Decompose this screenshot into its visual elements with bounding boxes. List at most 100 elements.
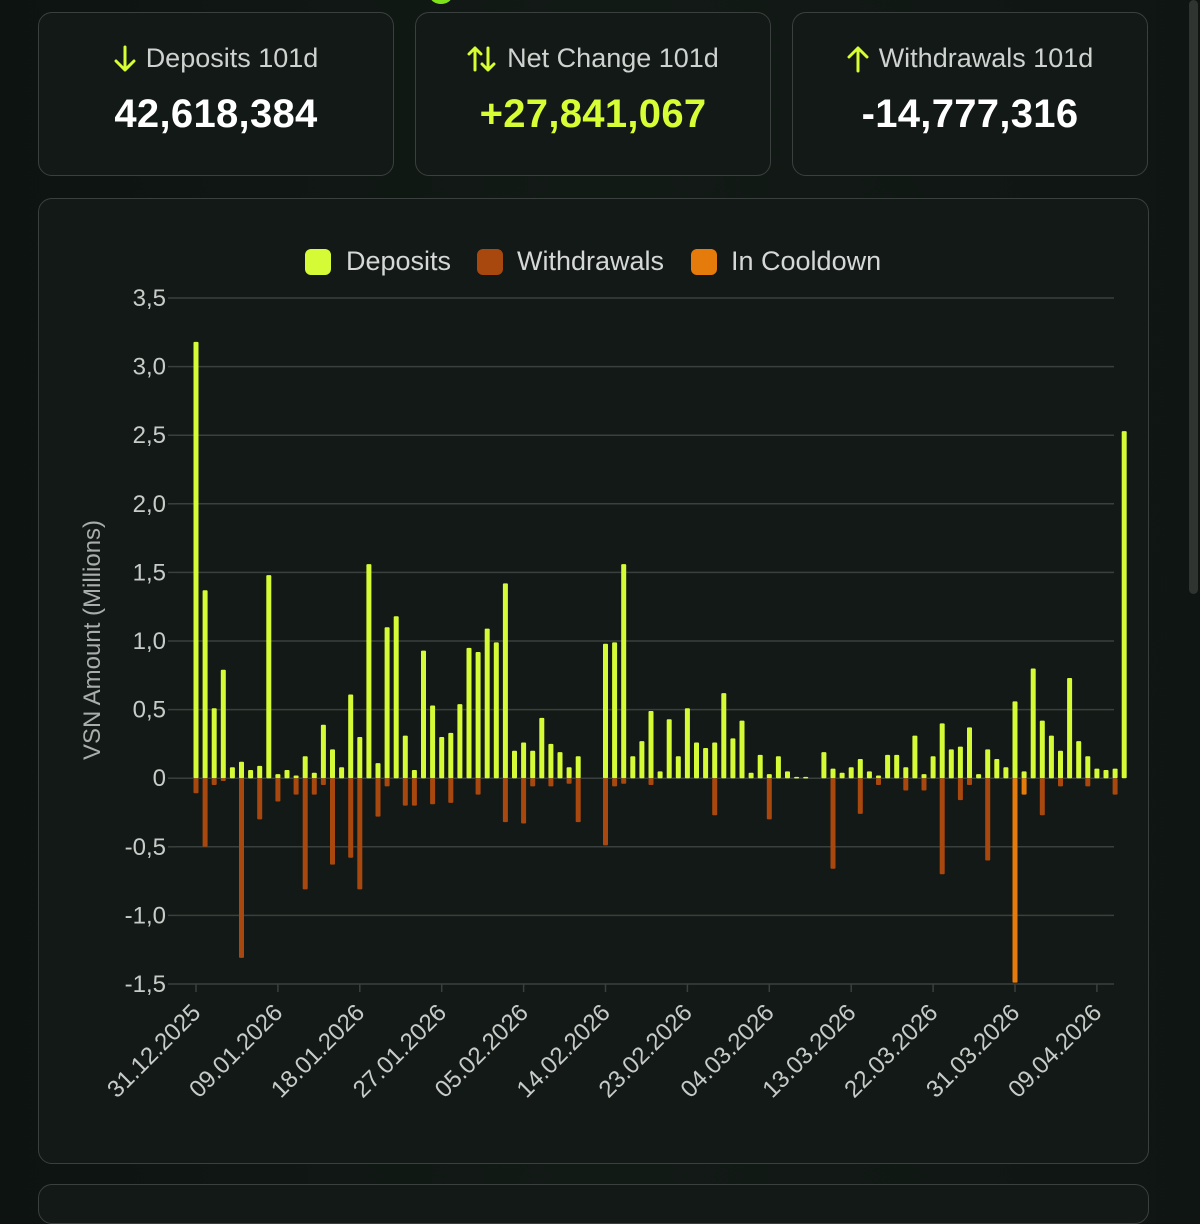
deposit-bar[interactable] (766, 774, 772, 779)
deposit-bar[interactable] (976, 774, 982, 779)
deposit-bar[interactable] (211, 708, 217, 779)
deposit-bar[interactable] (521, 742, 527, 779)
withdrawal-bar[interactable] (766, 778, 772, 820)
deposit-bar[interactable] (448, 732, 454, 779)
withdrawal-bar[interactable] (621, 778, 627, 784)
deposit-bar[interactable] (1030, 668, 1036, 779)
deposit-bar[interactable] (548, 743, 554, 779)
deposit-bar[interactable] (1112, 768, 1118, 779)
deposit-bar[interactable] (921, 774, 927, 779)
withdrawal-bar[interactable] (357, 778, 363, 890)
deposit-bar[interactable] (721, 693, 727, 779)
deposit-bar[interactable] (1021, 771, 1027, 779)
deposit-bar[interactable] (348, 694, 354, 779)
deposit-bar[interactable] (557, 752, 563, 779)
deposit-bar[interactable] (1085, 756, 1091, 779)
legend-swatch-withdrawals[interactable] (477, 249, 503, 275)
deposit-bar[interactable] (775, 756, 781, 779)
deposit-bar[interactable] (621, 564, 627, 779)
legend-label-in-cooldown[interactable]: In Cooldown (731, 246, 881, 276)
withdrawal-bar[interactable] (830, 778, 836, 869)
deposit-bar[interactable] (493, 642, 499, 779)
withdrawal-bar[interactable] (612, 778, 618, 787)
withdrawal-bar[interactable] (302, 778, 308, 890)
withdrawal-bar[interactable] (211, 778, 217, 786)
deposit-bar[interactable] (839, 772, 845, 779)
cooldown-bar[interactable] (1012, 778, 1018, 983)
deposit-bar[interactable] (257, 765, 263, 779)
deposit-bar[interactable] (712, 742, 718, 779)
deposit-bar[interactable] (202, 590, 208, 779)
deposit-bar[interactable] (757, 754, 763, 779)
deposit-bar[interactable] (439, 737, 445, 779)
deposit-bar[interactable] (512, 750, 517, 779)
deposit-bar[interactable] (575, 756, 581, 779)
withdrawal-bar[interactable] (430, 778, 436, 805)
deposit-bar[interactable] (293, 775, 299, 779)
deposit-bar[interactable] (930, 756, 936, 779)
deposit-bar[interactable] (794, 776, 800, 779)
deposit-bar[interactable] (402, 735, 408, 779)
legend-swatch-in-cooldown[interactable] (691, 249, 717, 275)
withdrawal-bar[interactable] (603, 778, 608, 846)
deposit-bar[interactable] (657, 771, 663, 779)
withdrawal-bar[interactable] (502, 778, 508, 823)
withdrawal-bar[interactable] (202, 778, 208, 847)
deposit-bar[interactable] (866, 771, 872, 779)
withdrawal-bar[interactable] (876, 778, 881, 786)
withdrawal-bar[interactable] (903, 778, 909, 791)
withdrawal-bar[interactable] (921, 778, 927, 791)
deposit-bar[interactable] (1003, 767, 1009, 779)
deposit-bar[interactable] (903, 767, 909, 779)
deposit-bar[interactable] (566, 767, 572, 779)
deposit-bar[interactable] (857, 758, 863, 779)
withdrawal-bar[interactable] (939, 778, 945, 875)
withdrawal-bar[interactable] (411, 778, 417, 806)
deposit-bar[interactable] (193, 341, 199, 779)
deposit-bar[interactable] (1039, 720, 1045, 779)
deposit-bar[interactable] (248, 769, 254, 779)
withdrawal-bar[interactable] (293, 778, 299, 795)
deposit-bar[interactable] (466, 647, 472, 779)
deposit-bar[interactable] (912, 735, 918, 779)
deposit-bar[interactable] (539, 717, 545, 779)
withdrawal-bar[interactable] (311, 778, 317, 795)
deposit-bar[interactable] (821, 752, 827, 779)
withdrawal-bar[interactable] (375, 778, 381, 817)
withdrawal-bar[interactable] (220, 778, 226, 781)
deposit-bar[interactable] (739, 720, 745, 779)
deposit-bar[interactable] (730, 738, 736, 779)
deposit-bar[interactable] (603, 643, 608, 779)
deposit-bar[interactable] (375, 763, 381, 779)
deposit-bar[interactable] (311, 772, 317, 779)
deposit-bar[interactable] (320, 724, 326, 779)
deposit-bar[interactable] (703, 748, 709, 779)
deposit-bar[interactable] (1012, 701, 1018, 779)
withdrawal-bar[interactable] (330, 778, 335, 865)
deposit-bar[interactable] (475, 651, 481, 779)
withdrawal-bar[interactable] (530, 778, 536, 787)
deposit-bar[interactable] (1048, 735, 1054, 779)
deposit-bar[interactable] (894, 754, 900, 779)
deposit-bar[interactable] (357, 737, 363, 779)
deposit-bar[interactable] (502, 583, 508, 779)
deposit-bar[interactable] (1094, 768, 1100, 779)
deposit-bar[interactable] (1067, 678, 1073, 779)
deposit-bar[interactable] (330, 749, 335, 779)
deposit-bar[interactable] (639, 741, 645, 779)
withdrawal-bar[interactable] (320, 778, 326, 786)
deposit-bar[interactable] (876, 775, 881, 779)
deposit-bar[interactable] (393, 616, 399, 779)
cooldown-bar[interactable] (1021, 778, 1027, 795)
deposit-bar[interactable] (630, 756, 636, 779)
deposit-bar[interactable] (411, 769, 417, 779)
withdrawal-bar[interactable] (985, 778, 991, 861)
withdrawal-bar[interactable] (566, 778, 572, 784)
deposit-bar[interactable] (985, 749, 991, 779)
withdrawal-bar[interactable] (1112, 778, 1118, 795)
withdrawal-bar[interactable] (257, 778, 263, 820)
deposit-bar[interactable] (1058, 750, 1063, 779)
deposit-bar[interactable] (229, 767, 235, 779)
deposit-bar[interactable] (421, 650, 426, 779)
deposit-bar[interactable] (694, 742, 699, 779)
